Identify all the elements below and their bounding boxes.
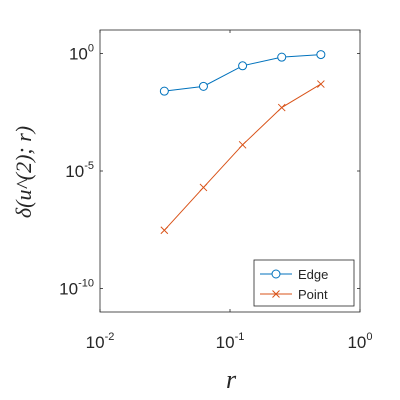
x-tick-label: 100 bbox=[347, 331, 372, 352]
data-point-point bbox=[277, 103, 286, 112]
x-tick-label-base: 10 bbox=[86, 333, 105, 352]
x-tick-label-exponent: 0 bbox=[366, 331, 372, 343]
y-axis-label: δ(u^(2); r) bbox=[11, 126, 36, 218]
data-point-point bbox=[160, 226, 169, 235]
y-tick-label-exponent: -10 bbox=[78, 278, 94, 290]
x-tick-label: 10-1 bbox=[216, 331, 245, 352]
x-tick-label-base: 10 bbox=[216, 333, 235, 352]
series-line-edge bbox=[164, 54, 321, 92]
data-point-edge bbox=[316, 50, 326, 60]
x-axis-label-text: r bbox=[226, 365, 237, 394]
y-tick-label: 10-5 bbox=[65, 160, 94, 181]
data-point-edge bbox=[159, 86, 169, 96]
data-point-edge bbox=[238, 61, 248, 71]
y-tick-label: 100 bbox=[69, 43, 94, 64]
data-point-edge bbox=[198, 81, 208, 91]
y-tick-label-base: 10 bbox=[59, 280, 78, 299]
y-tick-label-base: 10 bbox=[69, 45, 88, 64]
legend-marker-point bbox=[272, 290, 280, 298]
legend-marker-edge bbox=[271, 269, 281, 279]
x-tick-label-exponent: -2 bbox=[105, 331, 115, 343]
x-tick-label-base: 10 bbox=[347, 333, 366, 352]
x-tick-label-exponent: -1 bbox=[235, 331, 245, 343]
data-point-edge bbox=[277, 52, 287, 62]
y-tick-label-exponent: 0 bbox=[88, 43, 94, 55]
legend-label-edge: Edge bbox=[298, 267, 328, 282]
data-point-point bbox=[199, 183, 208, 192]
legend-label-point: Point bbox=[298, 287, 328, 302]
x-tick-label: 10-2 bbox=[86, 331, 115, 352]
y-tick-label-exponent: -5 bbox=[84, 160, 94, 172]
legend: Edge Point bbox=[253, 259, 355, 307]
legend-box bbox=[253, 259, 355, 307]
y-tick-label-base: 10 bbox=[65, 162, 84, 181]
x-axis-label: r bbox=[226, 365, 237, 394]
data-point-point bbox=[238, 140, 247, 149]
y-tick-label: 10-10 bbox=[59, 278, 94, 299]
data-point-point bbox=[317, 80, 325, 88]
series-line-point bbox=[163, 83, 322, 231]
plot-marks bbox=[159, 50, 326, 235]
y-axis-label-text: δ(u^(2); r) bbox=[11, 126, 36, 218]
